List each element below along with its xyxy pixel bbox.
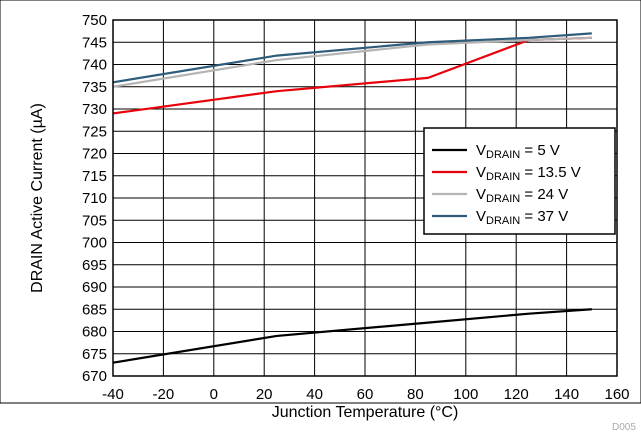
y-tick-label: 690 [82, 279, 107, 296]
x-tick-label: 160 [604, 386, 629, 403]
x-axis-ticks: -40 -20 0 20 40 60 80 100 120 140 160 [102, 386, 629, 403]
y-tick-label: 715 [82, 168, 107, 185]
y-tick-label: 670 [82, 368, 107, 385]
legend-entry: VDRAIN = 37 V [476, 208, 568, 227]
y-tick-label: 730 [82, 101, 107, 118]
legend-entry: VDRAIN = 24 V [476, 186, 568, 205]
x-tick-label: -40 [102, 386, 124, 403]
x-tick-label: 80 [407, 386, 424, 403]
x-tick-label: 120 [504, 386, 529, 403]
legend-entry: VDRAIN = 5 V [476, 142, 560, 161]
y-tick-label: 740 [82, 57, 107, 74]
y-tick-label: 675 [82, 346, 107, 363]
y-tick-label: 685 [82, 301, 107, 318]
y-tick-label: 745 [82, 34, 107, 51]
y-tick-label: 710 [82, 190, 107, 207]
y-tick-label: 735 [82, 79, 107, 96]
y-axis-ticks: 670 675 680 685 690 695 700 705 710 715 720 725 730 7… [82, 12, 107, 385]
x-tick-label: 140 [554, 386, 579, 403]
x-tick-label: 20 [256, 386, 273, 403]
series-line-3 [112, 36, 592, 88]
x-tick-label: 40 [306, 386, 323, 403]
y-tick-label: 700 [82, 235, 107, 252]
x-tick-label: 100 [453, 386, 478, 403]
plot-area [112, 19, 618, 377]
y-axis-title: DRAIN Active Current (µA) [29, 103, 46, 293]
x-axis-title: Junction Temperature (°C) [272, 404, 459, 421]
y-tick-label: 695 [82, 257, 107, 274]
y-tick-label: 705 [82, 212, 107, 229]
y-tick-label: 720 [82, 146, 107, 163]
legend: VDRAIN = 5 V VDRAIN = 13.5 V VDRAIN = 24 V… [423, 127, 616, 235]
series-line-4 [112, 32, 592, 84]
y-tick-label: 680 [82, 324, 107, 341]
series-line-1 [112, 308, 592, 364]
y-tick-label: 725 [82, 123, 107, 140]
y-tick-label: 750 [82, 12, 107, 29]
figure-code: D005 [612, 422, 636, 433]
x-tick-label: 0 [210, 386, 218, 403]
legend-entry: VDRAIN = 13.5 V [476, 164, 581, 183]
x-tick-label: 60 [357, 386, 374, 403]
series-lines [112, 32, 592, 364]
x-tick-label: -20 [153, 386, 175, 403]
